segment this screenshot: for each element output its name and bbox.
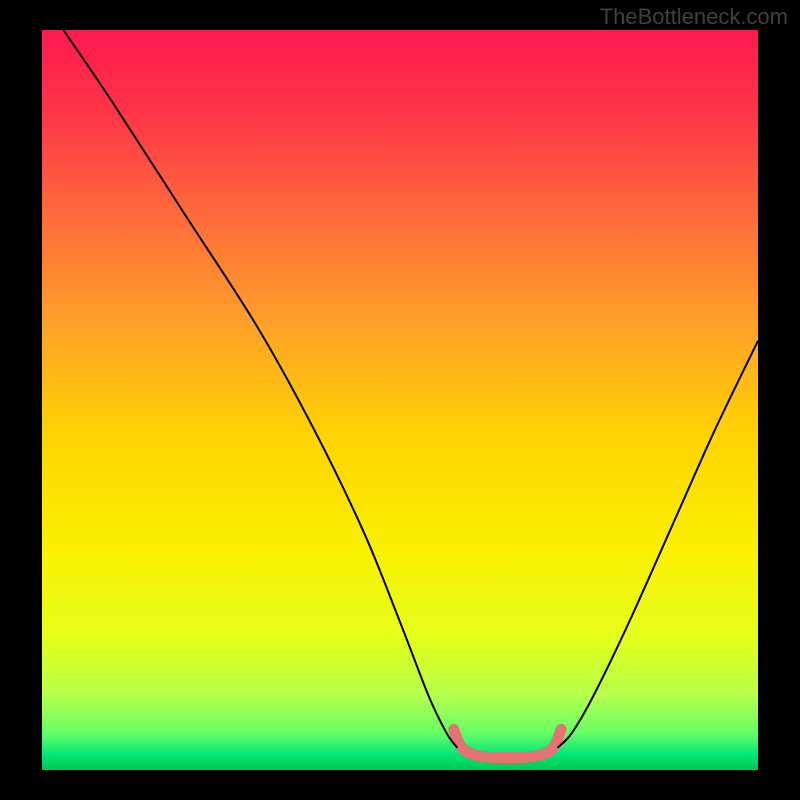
chart-frame: TheBottleneck.com <box>0 0 800 800</box>
bottleneck-chart <box>0 0 800 800</box>
watermark-text: TheBottleneck.com <box>600 4 788 30</box>
plot-background <box>42 30 758 770</box>
